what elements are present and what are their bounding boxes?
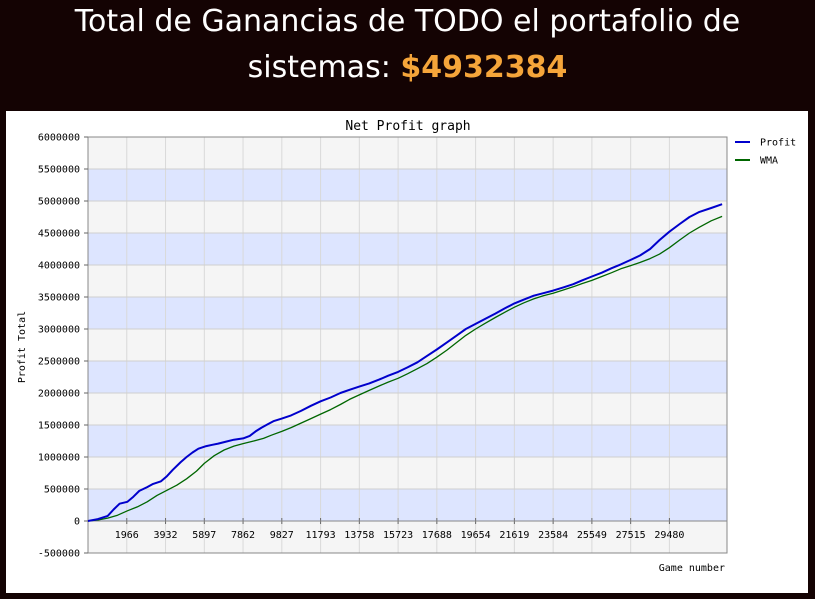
x-tick-label: 29480: [654, 530, 684, 541]
y-tick-label: 0: [74, 517, 80, 528]
header-title-line1: Total de Ganancias de TODO el portafolio…: [74, 4, 741, 39]
x-tick-label: 21619: [499, 530, 529, 541]
y-tick-label: 6000000: [38, 133, 80, 144]
y-tick-label: 2500000: [38, 357, 80, 368]
y-tick-label: 500000: [44, 485, 80, 496]
plot-band: [88, 265, 727, 297]
y-tick-label: 3500000: [38, 293, 80, 304]
x-tick-label: 3932: [154, 530, 178, 541]
x-tick-label: 23584: [538, 530, 568, 541]
plot-band: [88, 233, 727, 265]
plot-band: [88, 297, 727, 329]
chart-title: Net Profit graph: [345, 119, 470, 134]
plot-band: [88, 169, 727, 201]
y-tick-label: 5500000: [38, 165, 80, 176]
y-tick-label: 3000000: [38, 325, 80, 336]
plot-area-border: [87, 136, 728, 554]
x-tick-label: 9827: [270, 530, 294, 541]
portfolio-total-header: Total de Ganancias de TODO el portafolio…: [0, 0, 815, 108]
y-tick-label: 2000000: [38, 389, 80, 400]
plot-band: [88, 521, 727, 553]
legend-label-profit: Profit: [760, 138, 796, 149]
plot-band: [88, 201, 727, 233]
legend-label-wma: WMA: [760, 156, 778, 167]
y-tick-label: 5000000: [38, 197, 80, 208]
y-axis-label: Profit Total: [17, 311, 28, 383]
plot-band: [88, 393, 727, 425]
chart-panel: 6000000 5500000 5000000 4500000 4000000 35000…: [6, 111, 808, 593]
x-axis-label: Game number: [659, 563, 725, 574]
x-tick-label: 7862: [231, 530, 255, 541]
x-tick-label: 25549: [577, 530, 607, 541]
series-line-wma: [87, 215, 723, 522]
total-profit-amount: $4932384: [400, 50, 568, 85]
x-tick-label: 17688: [422, 530, 452, 541]
plot-band: [88, 489, 727, 521]
header-title-prefix: sistemas:: [247, 50, 401, 85]
net-profit-chart: 6000000550000050000004500000400000035000…: [17, 119, 796, 574]
x-tick-label: 13758: [344, 530, 374, 541]
x-tick-label: 5897: [192, 530, 216, 541]
x-tick-label: 15723: [383, 530, 413, 541]
y-tick-label: 4500000: [38, 229, 80, 240]
y-tick-label: -500000: [38, 549, 80, 560]
series-line-profit: [87, 203, 723, 522]
y-tick-label: 1500000: [38, 421, 80, 432]
x-tick-label: 27515: [616, 530, 646, 541]
y-tick-label: 1000000: [38, 453, 80, 464]
plot-band: [88, 329, 727, 361]
plot-band: [88, 137, 727, 169]
chart-legend: Profit WMA: [735, 138, 796, 167]
x-tick-label: 1966: [115, 530, 139, 541]
x-tick-label: 19654: [461, 530, 491, 541]
header-title-line2: sistemas: $4932384: [0, 45, 815, 91]
y-tick-label: 4000000: [38, 261, 80, 272]
x-tick-label: 11793: [306, 530, 336, 541]
